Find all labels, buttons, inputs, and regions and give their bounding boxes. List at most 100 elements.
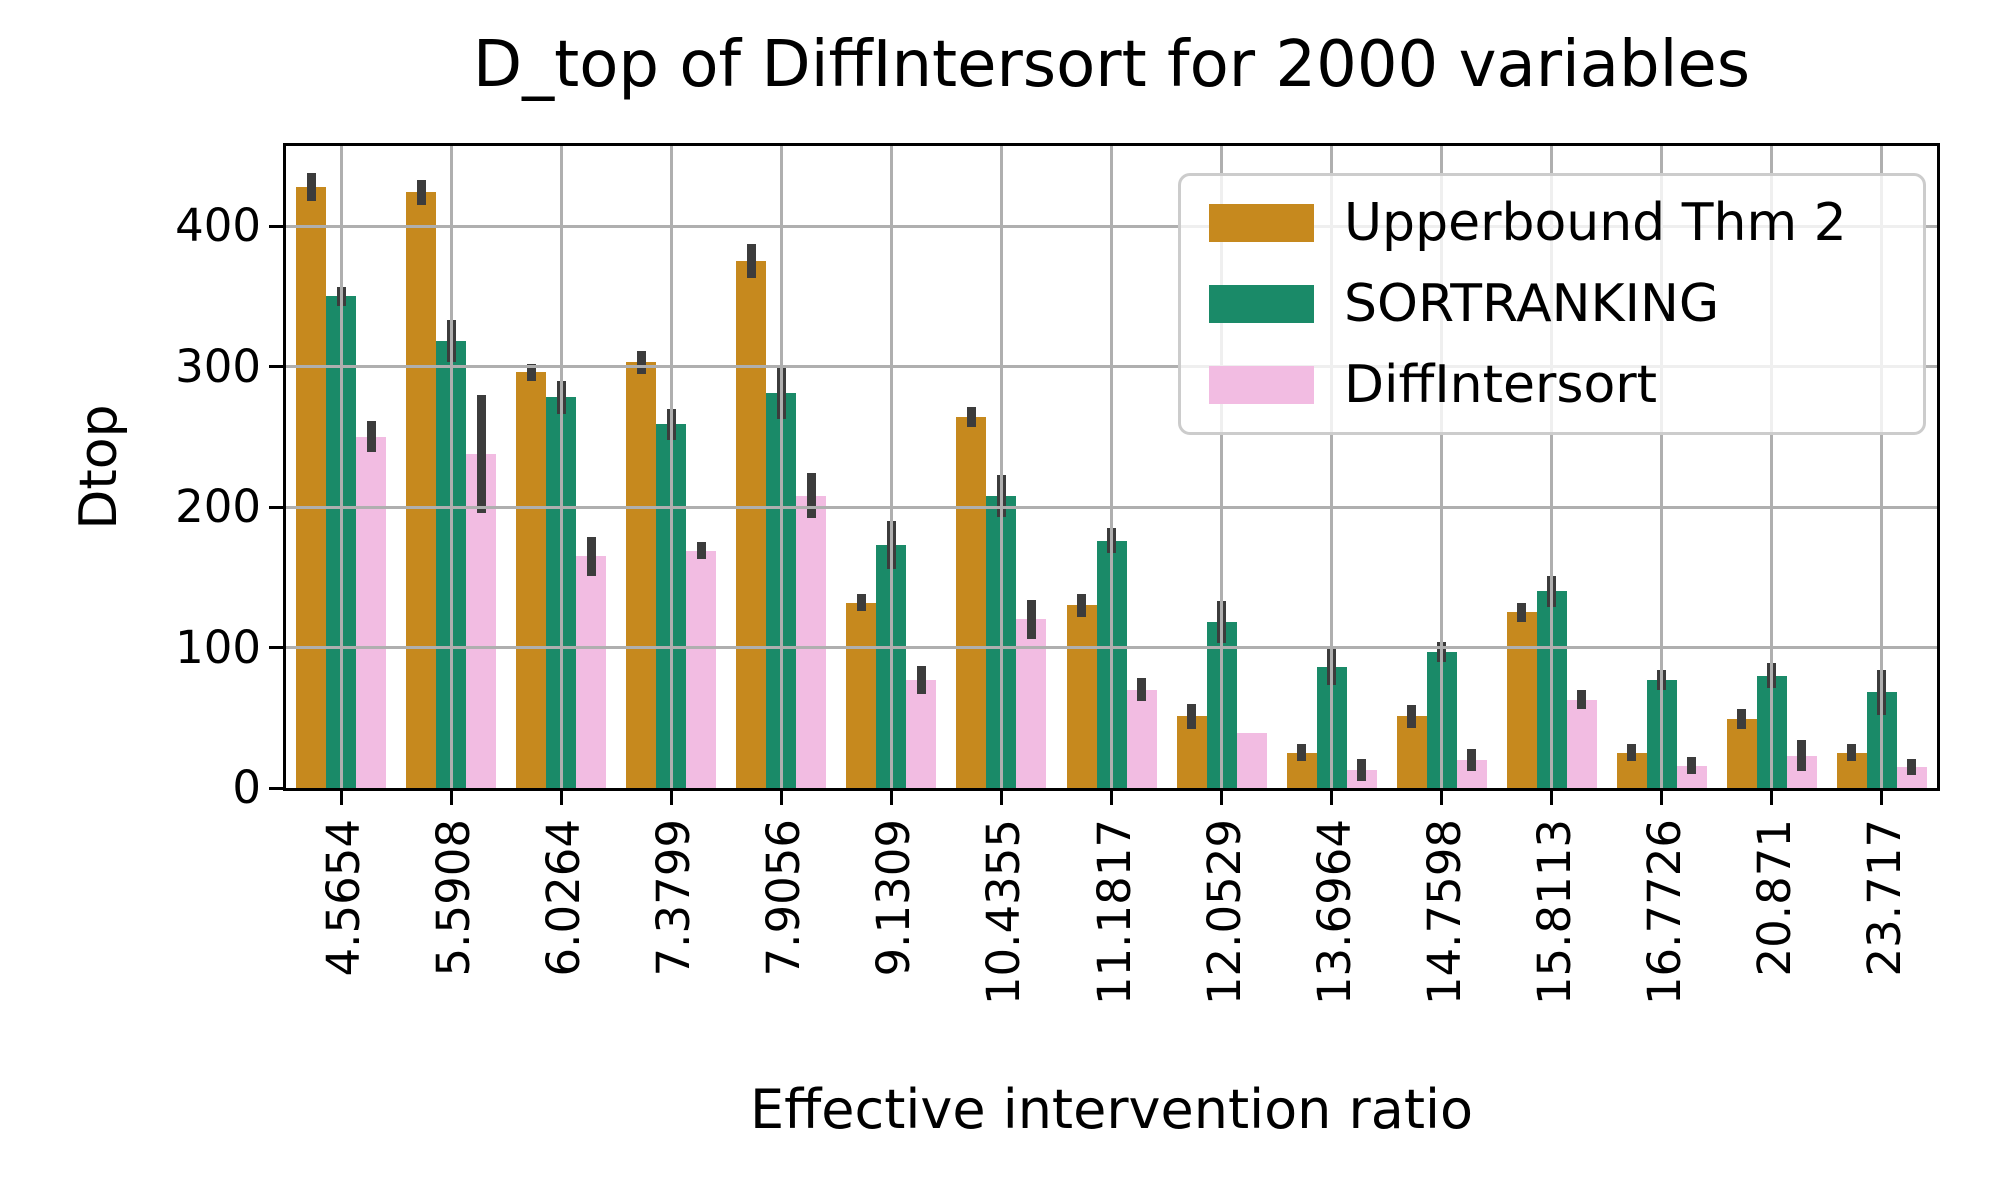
bar-upperbound-thm-2-14.7598 — [1396, 716, 1427, 788]
gridline-vertical — [449, 146, 453, 788]
gridline-vertical — [1880, 146, 1884, 788]
error-bar — [1026, 599, 1036, 640]
y-tick-mark — [269, 646, 283, 650]
error-bar — [856, 594, 866, 611]
error-bar — [1627, 744, 1637, 762]
bar-upperbound-thm-2-9.1309 — [846, 602, 877, 788]
x-tick-label: 13.6964 — [1307, 819, 1361, 1006]
x-tick-label: 7.9056 — [757, 819, 811, 977]
gridline-vertical — [339, 146, 343, 788]
x-tick-mark — [1770, 791, 1774, 805]
x-axis-label: Effective intervention ratio — [749, 1078, 1474, 1141]
x-tick-mark — [339, 791, 343, 805]
legend-label: DiffIntersort — [1344, 355, 1658, 416]
y-tick-mark — [269, 365, 283, 369]
x-tick-mark — [999, 791, 1003, 805]
error-bar — [1577, 689, 1587, 710]
error-bar — [586, 536, 596, 576]
gridline-vertical — [1220, 146, 1224, 788]
x-tick-label: 11.1817 — [1087, 819, 1141, 1006]
x-tick-label: 6.0264 — [537, 819, 591, 977]
bar-diffintersort-4.5654 — [356, 436, 387, 788]
y-tick-mark — [269, 786, 283, 790]
y-tick-mark — [269, 505, 283, 509]
y-tick-label: 100 — [175, 620, 261, 674]
y-tick-label: 0 — [232, 761, 261, 814]
x-tick-mark — [669, 791, 673, 805]
bar-diffintersort-11.1817 — [1126, 689, 1157, 788]
legend-label: Upperbound Thm 2 — [1344, 192, 1847, 253]
bar-upperbound-thm-2-10.4355 — [956, 417, 987, 788]
gridline-vertical — [999, 146, 1003, 788]
bar-diffintersort-15.8113 — [1566, 699, 1597, 788]
legend-swatch — [1209, 284, 1314, 323]
gridline-vertical — [669, 146, 673, 788]
bar-upperbound-thm-2-5.5908 — [406, 192, 437, 788]
error-bar — [1847, 744, 1857, 762]
y-tick-mark — [269, 224, 283, 228]
gridline-vertical — [779, 146, 783, 788]
bar-upperbound-thm-2-4.5654 — [296, 186, 327, 788]
x-tick-label: 10.4355 — [977, 819, 1031, 1006]
error-bar — [696, 542, 706, 560]
x-tick-label: 16.7726 — [1637, 819, 1691, 1006]
legend-label: SORTRANKING — [1344, 273, 1720, 334]
error-bar — [636, 351, 646, 374]
chart-title: D_top of DiffIntersort for 2000 variable… — [472, 28, 1751, 102]
bar-upperbound-thm-2-7.9056 — [736, 261, 767, 788]
error-bar — [1357, 758, 1367, 781]
bar-upperbound-thm-2-20.871 — [1726, 719, 1757, 788]
error-bar — [366, 421, 376, 453]
gridline-vertical — [559, 146, 563, 788]
legend-swatch — [1209, 203, 1314, 242]
error-bar — [1467, 748, 1477, 772]
legend-entry: DiffIntersort — [1181, 355, 1923, 415]
x-tick-label: 12.0529 — [1197, 819, 1251, 1006]
x-tick-mark — [1440, 791, 1444, 805]
gridline-vertical — [1330, 146, 1334, 788]
error-bar — [416, 179, 426, 206]
y-tick-label: 200 — [175, 480, 261, 534]
legend-swatch — [1209, 366, 1314, 405]
error-bar — [966, 407, 976, 427]
error-bar — [306, 172, 316, 201]
gridline-vertical — [1440, 146, 1444, 788]
bar-diffintersort-12.0529 — [1236, 733, 1267, 788]
gridline-vertical — [889, 146, 893, 788]
y-tick-label: 400 — [175, 199, 261, 253]
x-tick-mark — [1880, 791, 1884, 805]
x-tick-mark — [1550, 791, 1554, 805]
gridline-vertical — [1550, 146, 1554, 788]
x-tick-mark — [449, 791, 453, 805]
x-tick-mark — [889, 791, 893, 805]
bar-diffintersort-7.9056 — [796, 495, 827, 788]
error-bar — [526, 363, 536, 381]
legend-entry: SORTRANKING — [1181, 274, 1923, 334]
y-tick-label: 300 — [175, 339, 261, 393]
bar-upperbound-thm-2-15.8113 — [1506, 612, 1537, 788]
bar-upperbound-thm-2-11.1817 — [1066, 605, 1097, 788]
gridline-vertical — [1770, 146, 1774, 788]
bar-upperbound-thm-2-7.3799 — [626, 362, 657, 788]
x-tick-mark — [1110, 791, 1113, 805]
error-bar — [476, 394, 486, 513]
x-tick-label: 4.5654 — [317, 819, 371, 977]
legend-entry: Upperbound Thm 2 — [1181, 193, 1923, 253]
x-tick-mark — [559, 791, 563, 805]
error-bar — [1077, 594, 1086, 617]
bar-upperbound-thm-2-6.0264 — [516, 372, 547, 788]
error-bar — [1687, 757, 1697, 774]
x-tick-mark — [779, 791, 783, 805]
error-bar — [1797, 740, 1807, 772]
bar-diffintersort-10.4355 — [1016, 619, 1047, 788]
error-bar — [1187, 703, 1197, 729]
error-bar — [1517, 602, 1527, 623]
error-bar — [746, 244, 756, 279]
bar-diffintersort-6.0264 — [576, 556, 607, 788]
x-tick-label: 5.5908 — [427, 819, 481, 977]
bar-diffintersort-23.717 — [1896, 766, 1927, 788]
bar-diffintersort-16.7726 — [1676, 765, 1707, 788]
error-bar — [1297, 744, 1307, 762]
legend: Upperbound Thm 2 SORTRANKING DiffIntersort — [1178, 173, 1926, 435]
